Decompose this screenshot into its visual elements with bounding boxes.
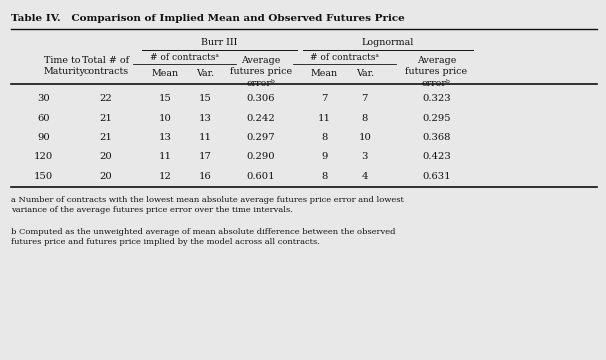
Text: 10: 10 (358, 133, 371, 142)
Text: Lognormal: Lognormal (362, 38, 414, 47)
Text: Var.: Var. (356, 68, 374, 77)
Text: 7: 7 (362, 94, 368, 103)
Text: 0.423: 0.423 (422, 153, 451, 161)
Text: 4: 4 (362, 172, 368, 181)
Text: 120: 120 (34, 153, 53, 161)
Text: 0.323: 0.323 (422, 94, 451, 103)
Text: b Computed as the unweighted average of mean absolute difference between the obs: b Computed as the unweighted average of … (11, 228, 395, 246)
Text: 20: 20 (99, 153, 113, 161)
Text: 22: 22 (99, 94, 113, 103)
Text: Total # of
contracts: Total # of contracts (82, 56, 130, 76)
Text: 8: 8 (321, 172, 327, 181)
Text: # of contractsᵃ: # of contractsᵃ (310, 53, 379, 62)
Text: 13: 13 (198, 113, 211, 122)
Text: 30: 30 (37, 94, 50, 103)
Text: 0.242: 0.242 (246, 113, 275, 122)
Text: Burr III: Burr III (201, 38, 238, 47)
Text: Mean: Mean (311, 68, 338, 77)
Text: 8: 8 (321, 133, 327, 142)
Text: 12: 12 (158, 172, 171, 181)
Text: Average
futures price
errorᵇ: Average futures price errorᵇ (405, 56, 467, 88)
Text: 0.368: 0.368 (422, 133, 451, 142)
Text: 0.297: 0.297 (246, 133, 275, 142)
Text: 21: 21 (99, 133, 113, 142)
Text: 13: 13 (158, 133, 171, 142)
Text: 90: 90 (37, 133, 50, 142)
Text: Average
futures price
errorᵇ: Average futures price errorᵇ (230, 56, 291, 88)
Text: # of contractsᵃ: # of contractsᵃ (150, 53, 219, 62)
Text: 11: 11 (318, 113, 331, 122)
Text: 16: 16 (198, 172, 211, 181)
Text: a Number of contracts with the lowest mean absolute average futures price error : a Number of contracts with the lowest me… (11, 196, 404, 215)
Text: Table IV.   Comparison of Implied Mean and Observed Futures Price: Table IV. Comparison of Implied Mean and… (11, 14, 405, 23)
Text: 150: 150 (34, 172, 53, 181)
Text: 9: 9 (321, 153, 327, 161)
Text: 0.631: 0.631 (422, 172, 451, 181)
Text: 17: 17 (198, 153, 211, 161)
Text: 60: 60 (38, 113, 50, 122)
Text: 0.295: 0.295 (422, 113, 451, 122)
Text: 8: 8 (362, 113, 368, 122)
Text: 15: 15 (198, 94, 211, 103)
Text: 0.290: 0.290 (246, 153, 275, 161)
Text: 0.601: 0.601 (246, 172, 275, 181)
Text: 3: 3 (362, 153, 368, 161)
Text: 21: 21 (99, 113, 113, 122)
Text: 11: 11 (198, 133, 211, 142)
Text: Mean: Mean (152, 68, 178, 77)
Text: 11: 11 (158, 153, 171, 161)
Text: 0.306: 0.306 (246, 94, 275, 103)
Text: 10: 10 (158, 113, 171, 122)
Text: 7: 7 (321, 94, 327, 103)
Text: 20: 20 (99, 172, 113, 181)
Text: Time to
Maturity: Time to Maturity (44, 56, 85, 76)
Text: Var.: Var. (196, 68, 214, 77)
Text: 15: 15 (158, 94, 171, 103)
